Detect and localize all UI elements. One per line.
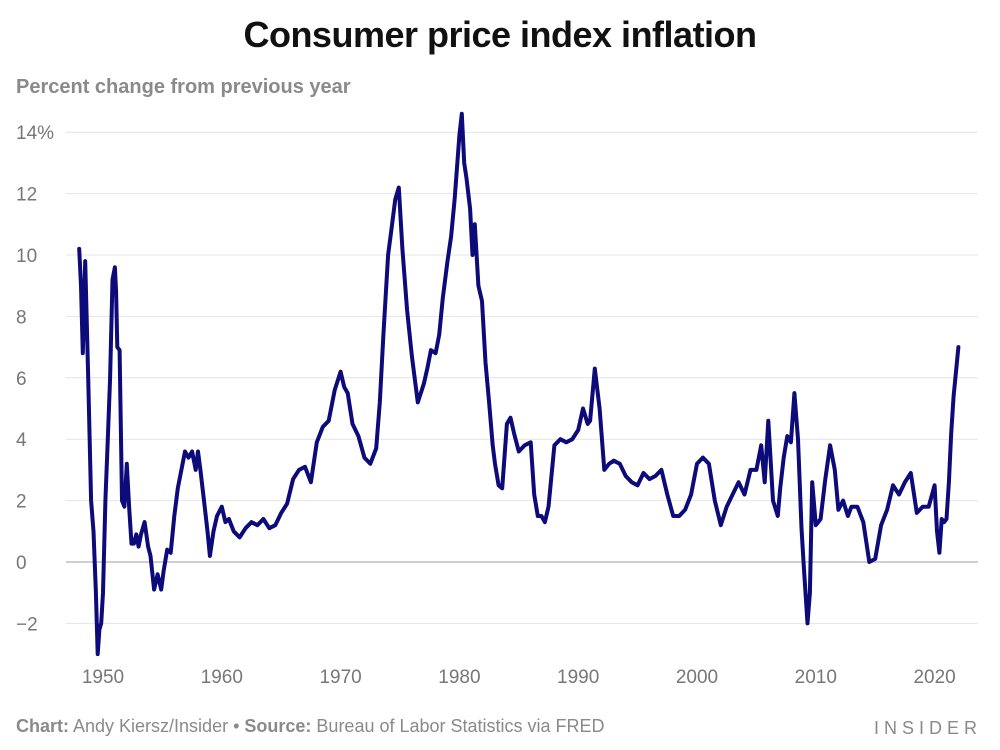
y-tick-label: 4 [16, 430, 27, 451]
chart-title: Consumer price index inflation [243, 14, 757, 55]
y-tick-label: 0 [16, 553, 27, 574]
chart-credits: Chart: Andy Kiersz/Insider • Source: Bur… [16, 716, 605, 737]
y-tick-label: −2 [16, 614, 38, 635]
cpi-inflation-line [77, 111, 961, 657]
x-tick-label: 2000 [676, 667, 718, 688]
x-tick-label: 1970 [319, 667, 361, 688]
y-tick-label: 6 [16, 369, 27, 390]
source-label: Source: [244, 716, 312, 736]
y-tick-label: 14% [16, 123, 54, 144]
y-tick-label: 8 [16, 307, 27, 328]
line-chart: 14% 12 10 8 6 4 2 0 −2 1950 1960 1970 1980 1990 2000 2… [16, 111, 978, 688]
x-tick-label: 1980 [438, 667, 480, 688]
chart-subtitle: Percent change from previous year [16, 76, 351, 98]
chart-credit-author: Andy Kiersz/Insider • [69, 716, 245, 736]
chart-credit-label: Chart: [16, 716, 69, 736]
x-axis-ticks: 1950 1960 1970 1980 1990 2000 2010 2020 [82, 667, 956, 688]
x-tick-label: 1950 [82, 667, 124, 688]
x-tick-label: 1990 [557, 667, 599, 688]
y-tick-label: 12 [16, 185, 37, 206]
x-tick-label: 2020 [913, 667, 955, 688]
x-tick-label: 2010 [795, 667, 837, 688]
publisher-logo: INSIDER [873, 718, 982, 738]
y-tick-label: 10 [16, 246, 37, 267]
series-layer [77, 111, 961, 657]
x-tick-label: 1960 [201, 667, 243, 688]
y-tick-label: 2 [16, 492, 27, 513]
source-text: Bureau of Labor Statistics via FRED [311, 716, 605, 736]
y-axis-ticks: 14% 12 10 8 6 4 2 0 −2 [16, 123, 54, 635]
gridlines [66, 131, 978, 624]
